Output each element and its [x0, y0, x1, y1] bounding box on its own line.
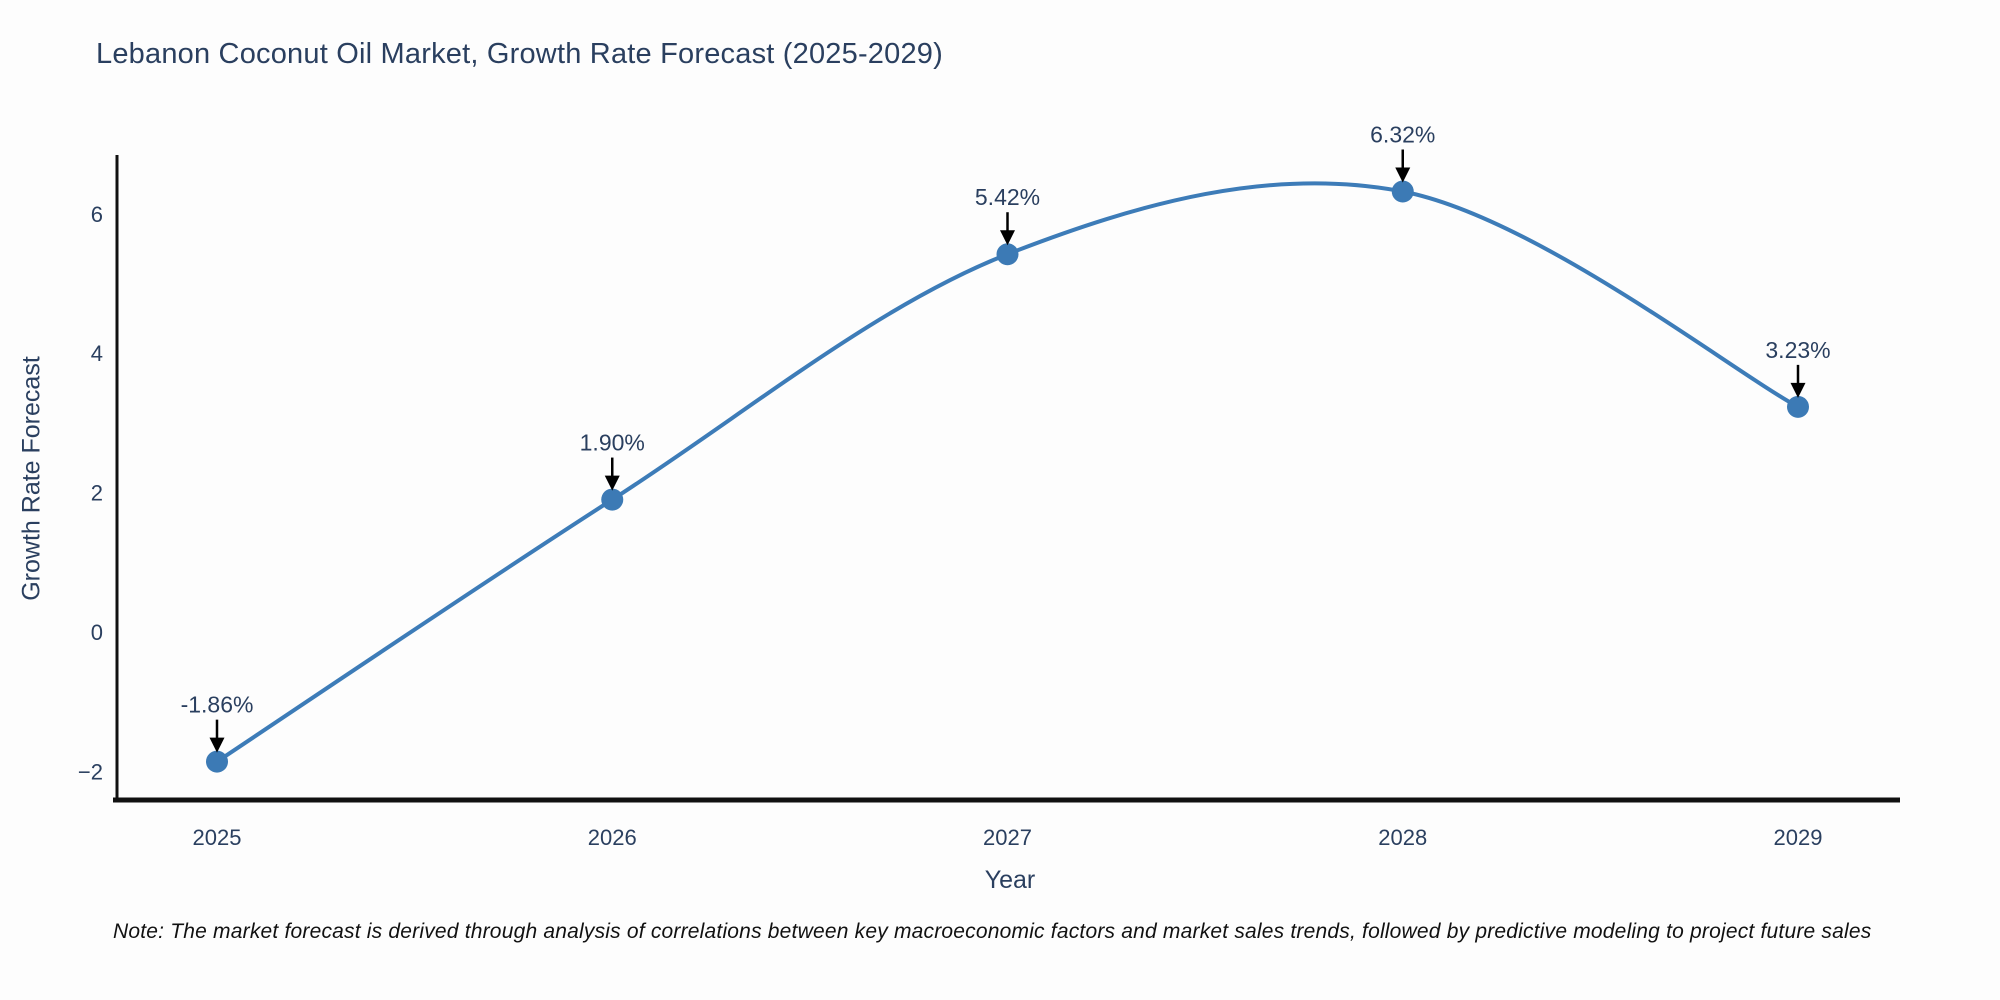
- y-axis-title: Growth Rate Forecast: [17, 356, 46, 601]
- annotation-arrowhead-icon: [1395, 167, 1411, 183]
- annotation-layer: -1.86% 1.90% 5.42% 6.32% 3.23%: [181, 121, 1831, 753]
- y-tick-label: 4: [91, 341, 103, 366]
- x-tick-label: 2029: [1774, 825, 1823, 850]
- data-point-2025[interactable]: [206, 750, 228, 773]
- forecast-line: [215, 181, 1800, 764]
- chart-title: Lebanon Coconut Oil Market, Growth Rate …: [96, 38, 943, 70]
- annotation-arrowhead-icon: [604, 475, 620, 491]
- annotation-label: 6.32%: [1370, 121, 1435, 147]
- y-tick-label: 2: [91, 481, 103, 506]
- data-point-2029[interactable]: [1787, 395, 1809, 418]
- annotation-2026: 1.90%: [580, 430, 645, 491]
- y-tick-label: 6: [91, 202, 103, 227]
- data-point-2028[interactable]: [1391, 180, 1414, 203]
- annotation-arrowhead-icon: [1000, 230, 1015, 246]
- x-tick-label: 2026: [588, 825, 637, 850]
- annotation-2029: 3.23%: [1765, 337, 1831, 398]
- series-layer: [206, 180, 1809, 773]
- annotation-label: 3.23%: [1765, 337, 1830, 363]
- y-tick-label: 0: [91, 620, 103, 645]
- annotation-arrowhead-icon: [209, 737, 225, 753]
- annotation-2025: -1.86%: [181, 692, 254, 753]
- annotation-arrowhead-icon: [1790, 382, 1806, 398]
- axes-layer: 6 4 2 0 −2 2025 2026 2027 2028 2029: [78, 155, 1900, 850]
- annotation-2028: 6.32%: [1370, 121, 1435, 183]
- data-point-2027[interactable]: [996, 243, 1019, 266]
- x-axis-title: Year: [984, 866, 1036, 894]
- x-tick-label: 2027: [983, 825, 1032, 850]
- annotation-label: -1.86%: [181, 692, 254, 718]
- x-tick-label: 2028: [1378, 825, 1427, 850]
- data-point-2026[interactable]: [601, 488, 624, 511]
- annotation-label: 5.42%: [975, 184, 1040, 210]
- x-tick-label: 2025: [193, 825, 242, 850]
- annotation-label: 1.90%: [580, 430, 645, 456]
- footnote: Note: The market forecast is derived thr…: [113, 920, 1872, 943]
- y-tick-label: −2: [78, 759, 103, 784]
- annotation-2027: 5.42%: [975, 184, 1040, 246]
